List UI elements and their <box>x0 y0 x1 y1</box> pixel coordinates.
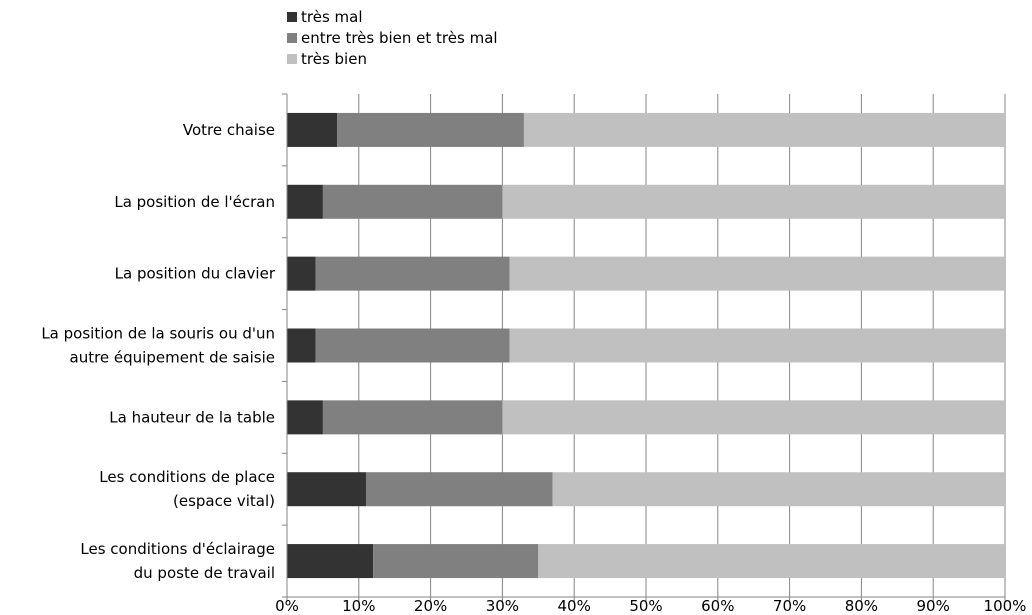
bar-segment-1 <box>287 112 338 147</box>
x-tick-label: 40% <box>558 597 591 615</box>
bar-segment-2 <box>322 184 503 219</box>
x-tick-label: 70% <box>773 597 806 615</box>
bar-segment-1 <box>287 184 323 219</box>
x-tick-label: 10% <box>342 597 375 615</box>
bar-segment-1 <box>287 256 316 291</box>
axes <box>282 93 1006 602</box>
category-label: La position de l'écran <box>114 193 275 211</box>
bar-segment-1 <box>287 328 316 363</box>
bar-segment-3 <box>502 184 1005 219</box>
x-tick-labels: 0% 10% 20% 30% 40% 50% 60% 70% 80% 90% 100% <box>275 597 1026 615</box>
bar-segment-1 <box>287 400 323 435</box>
bar-segment-2 <box>315 256 510 291</box>
legend-swatch <box>287 12 297 22</box>
category-labels: Votre chaise La position de l'écran La pos… <box>41 121 276 582</box>
bar-segment-3 <box>509 256 1005 291</box>
category-label: Votre chaise <box>183 121 275 139</box>
x-tick-label: 60% <box>701 597 734 615</box>
bar-segment-3 <box>523 112 1005 147</box>
bar-segment-2 <box>373 544 539 579</box>
bar-segment-2 <box>322 400 503 435</box>
category-label: La hauteur de la table <box>109 408 275 426</box>
legend-swatch <box>287 33 297 43</box>
bar-segment-2 <box>337 112 524 147</box>
legend-label: très mal <box>301 8 363 26</box>
x-tick-label: 80% <box>845 597 878 615</box>
bar-segment-3 <box>509 328 1005 363</box>
bar-segment-1 <box>287 472 366 507</box>
bars <box>287 112 1005 579</box>
x-tick-label: 30% <box>486 597 519 615</box>
x-tick-label: 100% <box>984 597 1027 615</box>
category-label: Les conditions d'éclairage du poste de tr… <box>80 540 275 582</box>
legend-label: très bien <box>301 50 367 68</box>
x-tick-label: 50% <box>629 597 662 615</box>
legend-swatch <box>287 54 297 64</box>
legend-label: entre très bien et très mal <box>301 29 498 47</box>
bar-segment-2 <box>315 328 510 363</box>
bar-segment-3 <box>502 400 1005 435</box>
bar-segment-2 <box>365 472 553 507</box>
bar-segment-3 <box>538 544 1005 579</box>
bar-segment-3 <box>552 472 1005 507</box>
bar-segment-1 <box>287 544 374 579</box>
legend: très mal entre très bien et très mal très … <box>287 8 498 68</box>
x-tick-label: 20% <box>414 597 447 615</box>
category-label: Les conditions de place (espace vital) <box>99 468 275 510</box>
category-label: La position de la souris ou d'un autre éq… <box>41 325 275 367</box>
category-label: La position du clavier <box>115 265 276 283</box>
x-tick-label: 0% <box>275 597 299 615</box>
x-tick-label: 90% <box>917 597 950 615</box>
